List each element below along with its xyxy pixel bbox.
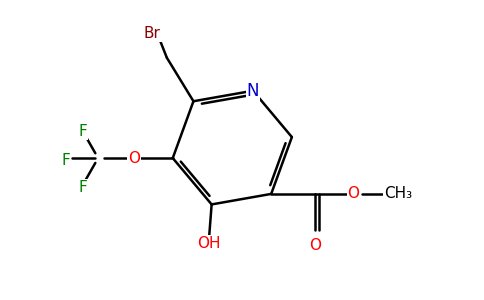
Text: N: N [247, 82, 259, 100]
Text: F: F [62, 153, 71, 168]
Text: O: O [128, 151, 140, 166]
Text: F: F [79, 124, 88, 139]
Text: CH₃: CH₃ [384, 186, 412, 201]
Text: OH: OH [197, 236, 221, 250]
Text: Br: Br [144, 26, 161, 41]
Text: O: O [348, 186, 360, 201]
Text: F: F [79, 180, 88, 195]
Text: O: O [309, 238, 321, 253]
